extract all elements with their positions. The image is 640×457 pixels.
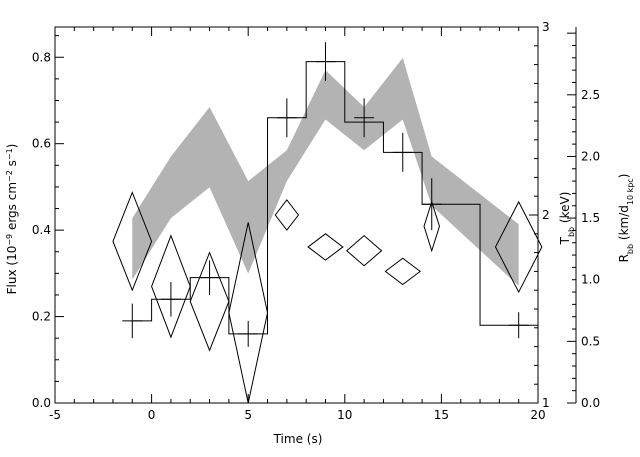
radius-tick-label: 2.0 xyxy=(581,149,600,163)
flux-histogram xyxy=(132,61,538,335)
temperature-diamond xyxy=(189,251,230,352)
flux-series-layer xyxy=(122,42,538,347)
radius-tick-label: 1.5 xyxy=(581,211,600,225)
temperature-tick-label: 2 xyxy=(542,208,550,222)
x-tick-label: 0 xyxy=(148,408,156,422)
x-tick-label: 15 xyxy=(434,408,449,422)
radius-tick-label: 0.0 xyxy=(581,396,600,410)
radius-tick-label: 0.5 xyxy=(581,334,600,348)
x-tick-label: 5 xyxy=(244,408,252,422)
flux-point xyxy=(122,303,143,339)
radius-axis-label: Rbb (km/d10 kpc) xyxy=(617,174,635,263)
temperature-diamond xyxy=(274,199,300,231)
temperature-diamond xyxy=(345,235,383,267)
y-left-tick-label: 0.0 xyxy=(32,396,51,410)
flux-point xyxy=(160,281,181,317)
y-left-tick-label: 0.4 xyxy=(32,223,51,237)
y-left-tick-label: 0.6 xyxy=(32,137,51,151)
flux-point xyxy=(421,178,442,231)
temperature-diamond xyxy=(112,191,153,292)
x-tick-label: -5 xyxy=(49,408,61,422)
x-axis-label: Time (s) xyxy=(273,432,323,446)
flux-point xyxy=(392,132,413,172)
temperature-diamond xyxy=(423,200,440,253)
flux-point xyxy=(276,98,297,138)
x-tick-label: 10 xyxy=(337,408,352,422)
temperature-diamond xyxy=(384,257,421,286)
temperature-tick-label: 3 xyxy=(542,20,550,34)
flux-point xyxy=(199,260,220,295)
temperature-diamond xyxy=(228,222,269,404)
flux-point xyxy=(238,320,259,347)
temperature-diamond xyxy=(307,233,344,261)
y-left-tick-label: 0.2 xyxy=(32,310,51,324)
flux-point xyxy=(508,312,529,339)
flux-point xyxy=(315,42,336,82)
radius-tick-label: 2.5 xyxy=(581,88,600,102)
y-left-tick-label: 0.8 xyxy=(32,50,51,64)
radius-band xyxy=(132,57,519,286)
temperature-axis-label: Tbb (keV) xyxy=(558,192,576,246)
axes-layer: -5 0 5 10 15 20 0.0 0.2 0.4 0.6 0.8 1 2 3 0.0 0.5 1.0 1.5… xyxy=(32,20,600,422)
temperature-series-layer xyxy=(112,191,543,404)
y-left-axis-label: Flux (10−9 ergs cm−2 s−1) xyxy=(5,144,20,295)
temperature-tick-label: 1 xyxy=(542,396,550,410)
temperature-diamond xyxy=(494,200,543,294)
x-tick-label: 20 xyxy=(530,408,545,422)
flux-point xyxy=(354,98,375,138)
temperature-diamond xyxy=(151,234,191,339)
radius-band-layer xyxy=(132,57,519,286)
radius-tick-label: 1.0 xyxy=(581,273,600,287)
